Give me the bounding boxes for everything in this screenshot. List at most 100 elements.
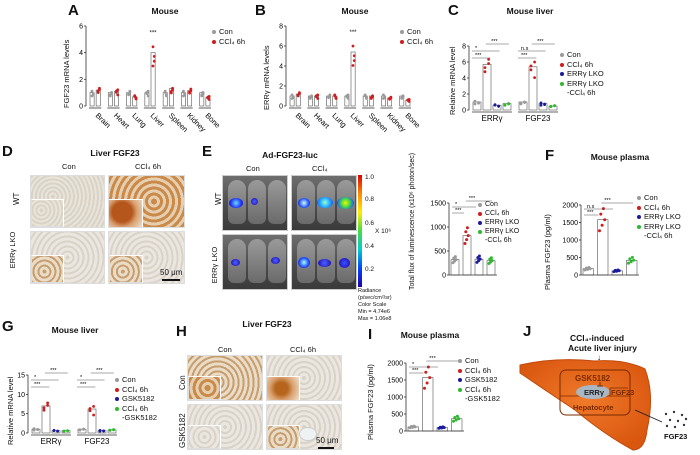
panel-title: Mouse [341,6,369,16]
legend: Con CCl₄ 6h [400,27,433,46]
svg-text:Lung: Lung [330,111,348,129]
colorbar-unit: X 10⁶ [375,228,392,235]
panel-letter: D [2,143,13,160]
panel-title: Mouse plasma [400,330,460,340]
colorbar-tick: 0.8 [365,196,375,203]
svg-text:n.s: n.s [521,46,529,52]
svg-text:1500: 1500 [430,201,446,208]
svg-text:1000: 1000 [387,395,403,402]
liver-shape [519,359,663,451]
svg-text:Brain: Brain [94,111,113,130]
svg-text:4: 4 [79,50,83,57]
svg-text:0: 0 [79,104,83,111]
column-label: CCl₄ 6h [135,162,161,171]
svg-text:n.s: n.s [587,204,595,210]
panel-letter: F [545,147,555,164]
svg-text:4: 4 [279,64,283,71]
gene-label: FGF23 [611,388,635,397]
histology-image [187,355,263,401]
svg-text:500: 500 [391,412,403,419]
svg-text:***: *** [50,368,57,374]
svg-text:Liver: Liver [149,111,167,129]
colorbar-tick: 0.4 [365,243,375,250]
panel-title: Liver FGF23 [242,319,292,329]
y-axis-label: Plasma FGF23 (pg/ml) [366,364,375,440]
svg-text:2000: 2000 [562,203,578,210]
svg-text:*: * [475,46,478,52]
svg-text:FGF23: FGF23 [85,437,110,446]
scale-bar [162,279,180,281]
legend: Con CCl₄ 6h ERRγ LKO ERRγ LKO -CCl₄ 6h [560,50,604,98]
svg-text:1000: 1000 [562,238,578,245]
svg-text:***: *** [491,39,498,45]
panel-letter: E [202,143,213,160]
svg-text:1500: 1500 [387,378,403,385]
panel-title: Ad-FGF23-luc [262,150,318,160]
svg-text:6: 6 [79,24,83,31]
panel-title: Mouse liver [506,6,554,16]
svg-text:5: 5 [21,411,25,418]
cell-label: Hepatocyte [573,403,614,412]
column-label: Con [246,164,260,173]
panel-letter: A [68,2,79,19]
panel-title: Mouse [151,6,179,16]
imaging-wt-con [222,175,288,231]
svg-text:15: 15 [17,373,25,380]
svg-text:4: 4 [462,76,466,83]
colorbar [358,175,362,287]
svg-text:*: * [80,375,83,381]
y-axis-label: Total flux of luminescence (x10⁶ photon/… [409,152,416,290]
svg-text:***: *** [604,198,611,204]
column-label: Con [218,345,232,354]
svg-text:2: 2 [462,92,466,99]
svg-text:*: * [34,375,37,381]
colorbar-tick: 0.6 [365,220,375,227]
svg-text:***: *** [96,368,103,374]
scale-bar-label: 50 μm [316,436,339,445]
row-label: ERRγ LKO [210,246,219,284]
row-label: Con [178,375,187,390]
svg-text:***: *** [149,31,157,37]
svg-text:ERRγ: ERRγ [482,114,503,123]
histology-image [187,404,263,450]
svg-text:8: 8 [279,24,283,31]
legend: Con CCl₄ 6h ERRγ LKO ERRγ LKO -CCl₄ 6h [478,200,519,245]
svg-text:0: 0 [442,273,446,280]
svg-text:0: 0 [574,273,578,280]
svg-text:Spleen: Spleen [167,111,190,134]
svg-text:***: *** [587,210,594,216]
svg-text:Liver: Liver [349,111,367,129]
column-label: CCl₄ [312,164,328,173]
svg-text:8: 8 [462,44,466,51]
panel-letter: B [255,2,266,19]
svg-text:***: *** [34,382,41,388]
svg-text:0: 0 [399,429,403,436]
svg-text:6: 6 [462,60,466,67]
row-label: ERRγ LKO [8,231,17,269]
svg-text:Lung: Lung [130,111,148,129]
arrow-down-icon: ↓ [597,353,601,362]
svg-text:***: *** [469,196,476,202]
svg-text:500: 500 [566,255,578,262]
svg-text:***: *** [475,53,482,59]
scale-bar-label: 50 μm [160,268,183,277]
svg-text:FGF23: FGF23 [526,114,551,123]
secreted-label: FGF23 [664,432,688,441]
svg-text:2: 2 [279,84,283,91]
panel-title: Mouse plasma [590,152,650,162]
svg-text:Heart: Heart [312,111,332,131]
panel-letter: J [523,323,532,340]
diagram-subtitle: Acute liver injury [568,343,637,353]
histology-image [266,355,342,401]
histology-image [30,175,105,228]
row-label: GSK5182 [178,413,187,448]
svg-text:***: *** [537,39,544,45]
receptor-label: ERRγ [584,388,605,397]
diagram-title: CCl₄-induced [570,333,625,343]
svg-text:***: *** [455,208,462,214]
